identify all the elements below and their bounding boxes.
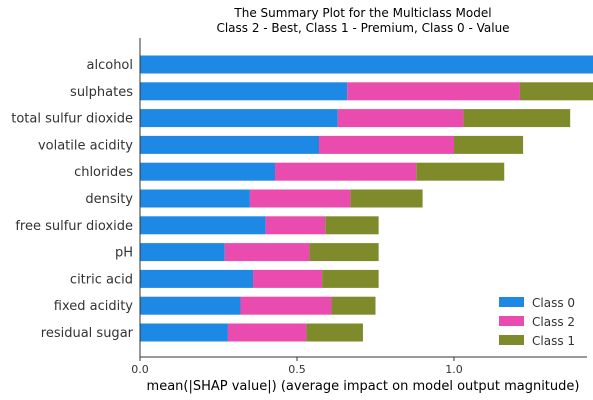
bar-free-sulfur-dioxide-class-1 [325, 216, 379, 235]
bar-residual-sugar-class-1 [306, 323, 363, 342]
legend-label: Class 1 [532, 334, 575, 348]
bar-density-class-2 [249, 189, 351, 208]
legend-swatch [499, 316, 524, 326]
bar-fixed-acidity-class-1 [331, 296, 376, 315]
bar-residual-sugar-class-2 [227, 323, 307, 342]
legend: Class 0 Class 2 Class 1 [499, 296, 575, 348]
category-label: alcohol [87, 58, 133, 73]
category-label: citric acid [70, 272, 133, 287]
bar-sulphates-class-2 [347, 82, 520, 101]
category-label: residual sugar [41, 326, 134, 341]
x-tick-label: 1.0 [445, 363, 463, 376]
bar-citric-acid-class-0 [140, 269, 254, 288]
category-label: fixed acidity [54, 299, 134, 314]
bar-total-sulfur-dioxide-class-2 [337, 109, 464, 128]
category-labels: alcohol sulphates total sulfur dioxide vola… [11, 58, 133, 341]
bar-volatile-acidity-class-2 [318, 135, 454, 154]
bar-free-sulfur-dioxide-class-2 [265, 216, 326, 235]
bar-sulphates-class-0 [140, 82, 348, 101]
bar-volatile-acidity-class-1 [454, 135, 524, 154]
legend-label: Class 0 [532, 296, 575, 310]
category-label: free sulfur dioxide [15, 219, 133, 234]
bar-total-sulfur-dioxide-class-0 [140, 109, 338, 128]
bar-pH-class-1 [309, 243, 379, 262]
x-tick-label: 0.0 [131, 363, 149, 376]
bar-total-sulfur-dioxide-class-1 [463, 109, 571, 128]
x-axis-label: mean(|SHAP value|) (average impact on mo… [147, 379, 580, 394]
bar-volatile-acidity-class-0 [140, 135, 319, 154]
bar-sulphates-class-1 [519, 82, 593, 101]
bar-pH-class-2 [224, 243, 310, 262]
bar-citric-acid-class-1 [322, 269, 379, 288]
category-label: chlorides [74, 165, 133, 180]
chart-subtitle: Class 2 - Best, Class 1 - Premium, Class… [216, 21, 509, 35]
bar-chlorides-class-1 [416, 162, 505, 181]
bar-fixed-acidity-class-0 [140, 296, 241, 315]
category-label: sulphates [70, 85, 133, 100]
bar-density-class-0 [140, 189, 250, 208]
legend-swatch [499, 297, 524, 307]
bar-fixed-acidity-class-2 [240, 296, 332, 315]
category-label: pH [115, 246, 133, 261]
bar-pH-class-0 [140, 243, 225, 262]
legend-label: Class 2 [532, 315, 575, 329]
x-tick-label: 0.5 [288, 363, 306, 376]
chart-title: The Summary Plot for the Multiclass Mode… [233, 6, 491, 20]
bar-density-class-1 [350, 189, 423, 208]
legend-swatch [499, 335, 524, 345]
x-ticks: 0.00.51.01.52.02.5 [131, 357, 463, 376]
bar-residual-sugar-class-0 [140, 323, 228, 342]
category-label: density [85, 192, 133, 207]
category-label: volatile acidity [38, 138, 133, 153]
bar-alcohol-class-0 [140, 55, 593, 74]
bar-chlorides-class-2 [275, 162, 417, 181]
bar-free-sulfur-dioxide-class-0 [140, 216, 266, 235]
category-label: total sulfur dioxide [11, 112, 133, 127]
bars-group [140, 55, 593, 342]
bar-citric-acid-class-2 [253, 269, 323, 288]
bar-chlorides-class-0 [140, 162, 276, 181]
